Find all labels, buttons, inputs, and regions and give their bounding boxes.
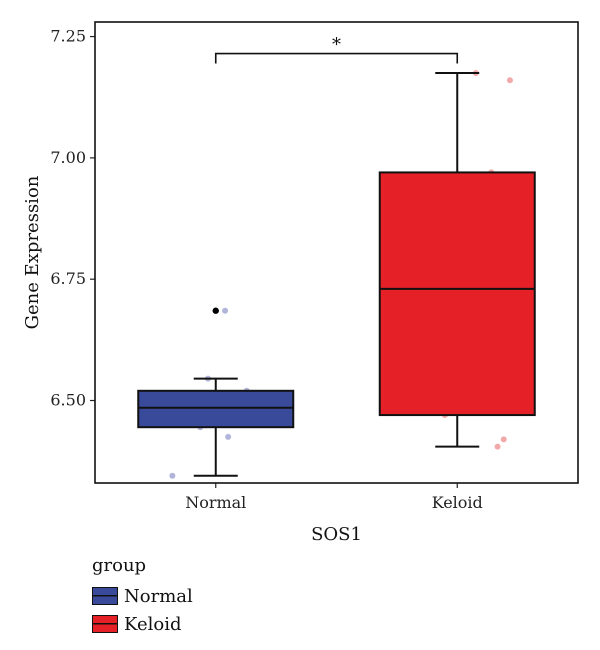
data-point-keloid-4 — [506, 77, 513, 84]
legend-title: group — [92, 555, 147, 576]
legend-key-keloid — [92, 615, 118, 633]
data-point-normal-1 — [225, 433, 232, 440]
legend-label-normal: Normal — [124, 585, 193, 607]
box-keloid — [378, 171, 536, 417]
legend-item-keloid: Keloid — [92, 610, 193, 638]
data-point-keloid-1 — [500, 436, 507, 443]
y-tick-label-1: 6.75 — [50, 269, 86, 288]
x-tick-label-normal: Normal — [185, 493, 246, 512]
x-axis-title: SOS1 — [311, 524, 362, 545]
data-point-normal-5 — [222, 307, 229, 314]
plot-area: 6.50 6.75 7.00 7.25 Normal Keloid SOS1 Gene Exp… — [22, 21, 579, 545]
y-tick-label-0: 6.50 — [50, 391, 86, 410]
y-axis-title: Gene Expression — [22, 175, 43, 329]
box-normal — [137, 389, 295, 429]
legend-item-normal: Normal — [92, 582, 193, 610]
data-point-normal-0 — [169, 472, 176, 479]
significance-label: * — [332, 35, 341, 56]
legend-key-normal — [92, 587, 118, 605]
y-tick-label-3: 7.25 — [50, 27, 86, 46]
plot-border — [94, 21, 579, 484]
significance-bracket — [214, 52, 459, 64]
legend: group Normal Keloid — [92, 555, 193, 638]
data-point-keloid-0 — [494, 443, 501, 450]
outlier-normal-0 — [212, 307, 219, 314]
y-tick-label-2: 7.00 — [50, 148, 86, 167]
x-tick-label-keloid: Keloid — [432, 493, 483, 512]
legend-label-keloid: Keloid — [124, 613, 182, 635]
